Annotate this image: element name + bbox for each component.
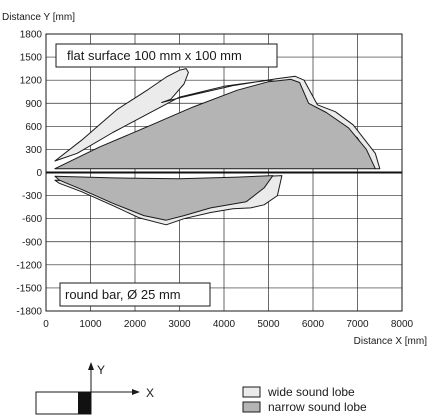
y-tick-label: -1800	[16, 307, 42, 318]
x-tick-label: 4000	[213, 319, 236, 330]
y-tick-label: 600	[25, 122, 42, 133]
annotation-box-flat	[55, 43, 278, 68]
x-tick-label: 6000	[302, 319, 325, 330]
y-tick-label: 1200	[20, 76, 43, 87]
series-1-region-1	[54, 175, 274, 221]
x-tick-label: 7000	[346, 319, 369, 330]
y-ticks: 1800 1500 1200 900 600 300 0 -300 -600 -900 -1200 -…	[16, 30, 42, 318]
x-tick-label: 8000	[391, 319, 414, 330]
y-axis-title: Distance Y [mm]	[2, 12, 75, 23]
axis-layer	[45, 33, 403, 312]
y-tick-label: -600	[22, 214, 42, 225]
x-tick-label: 1000	[79, 319, 102, 330]
x-tick-label: 3000	[168, 319, 191, 330]
series-layer	[54, 68, 381, 226]
y-tick-label: -1200	[16, 260, 42, 271]
series-1-region-0	[54, 78, 376, 170]
x-tick-label: 0	[43, 319, 49, 330]
plot-frame	[45, 33, 403, 312]
legend-label-wide: wide sound lobe	[267, 385, 355, 399]
x-tick-label: 5000	[257, 319, 280, 330]
y-tick-label: 1800	[20, 30, 43, 41]
inset-y-arrow	[88, 362, 94, 370]
inset-y-label: Y	[97, 363, 105, 377]
y-tick-label: -300	[22, 191, 42, 202]
annotation-box-round	[59, 282, 211, 307]
annotation-round-bar: round bar, Ø 25 mm	[65, 287, 181, 302]
y-tick-label: 300	[25, 145, 42, 156]
y-tick-label: 1500	[20, 53, 43, 64]
legend: wide sound lobe narrow sound lobe	[242, 385, 367, 414]
inset-x-arrow	[132, 389, 140, 395]
x-tick-label: 2000	[124, 319, 147, 330]
x-ticks: 0 1000 2000 3000 4000 5000 6000 7000 8000	[43, 319, 413, 330]
y-tick-label: 900	[25, 99, 42, 110]
legend-label-narrow: narrow sound lobe	[268, 400, 367, 414]
annotation-flat-surface: flat surface 100 mm x 100 mm	[67, 48, 242, 63]
y-tick-label: -1500	[16, 283, 42, 294]
sensor-head	[78, 392, 91, 414]
legend-swatch-narrow	[242, 401, 261, 413]
x-axis-title: Distance X [mm]	[354, 336, 428, 347]
y-tick-label: 0	[36, 168, 42, 179]
y-tick-label: -900	[22, 237, 42, 248]
legend-swatch-wide	[242, 386, 261, 398]
inset-x-label: X	[146, 386, 154, 400]
sensor-inset: Y X	[35, 362, 154, 415]
